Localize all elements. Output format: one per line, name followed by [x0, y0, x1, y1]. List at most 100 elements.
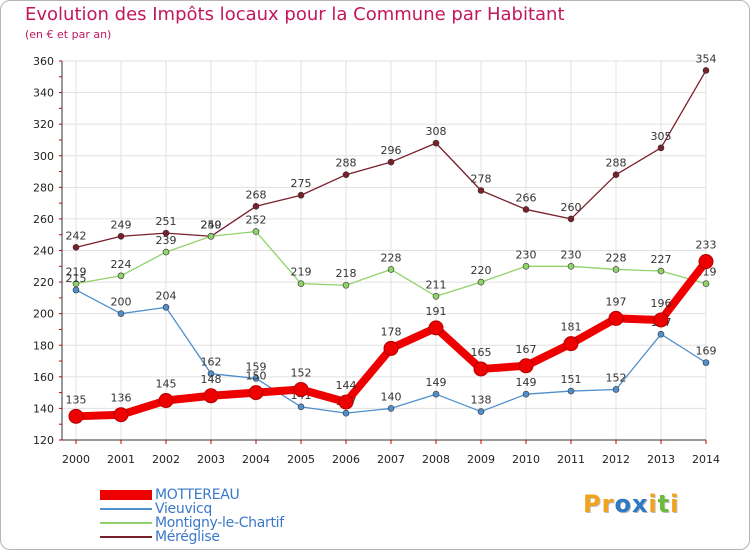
chart-subtitle: (en € et par an)	[25, 28, 112, 41]
x-tick-label: 2007	[377, 453, 405, 466]
data-label-mottereau: 167	[516, 343, 537, 356]
x-tick-label: 2005	[287, 453, 315, 466]
data-label-mottereau: 181	[561, 321, 582, 334]
data-label-mottereau: 197	[606, 295, 627, 308]
data-label-montigny-le-chartif: 220	[471, 264, 492, 277]
data-label-montigny-le-chartif: 250	[201, 218, 222, 231]
data-label-mottereau: 152	[291, 366, 312, 379]
data-label-vieuvicq: 138	[471, 394, 492, 407]
data-point-mottereau	[653, 312, 669, 328]
data-label-mottereau: 196	[651, 297, 672, 310]
logo-letter: x	[631, 490, 649, 518]
data-label-montigny-le-chartif: 219	[291, 266, 312, 279]
data-label-mereglise: 278	[471, 172, 492, 185]
data-label-mereglise: 275	[291, 177, 312, 190]
logo-letter: o	[614, 490, 632, 518]
data-point-montigny-le-chartif	[522, 262, 530, 270]
x-tick-label: 2003	[197, 453, 225, 466]
x-tick-label: 2013	[647, 453, 675, 466]
y-tick-label: 300	[33, 150, 54, 163]
data-point-mereglise	[297, 191, 305, 199]
y-tick-label: 160	[33, 371, 54, 384]
data-label-mereglise: 288	[606, 157, 627, 170]
legend-item-mereglise: Méréglise	[100, 529, 220, 545]
data-label-mottereau: 191	[426, 305, 447, 318]
data-label-mottereau: 144	[336, 379, 357, 392]
data-point-mereglise	[72, 244, 80, 251]
data-label-montigny-le-chartif: 218	[336, 267, 357, 280]
data-point-mottereau	[563, 336, 579, 352]
data-point-mereglise	[342, 171, 350, 178]
data-point-mottereau	[608, 310, 624, 326]
data-label-mottereau: 148	[201, 373, 222, 386]
data-point-montigny-le-chartif	[702, 280, 710, 287]
y-tick-label: 260	[33, 213, 54, 226]
data-point-vieuvicq	[297, 403, 305, 411]
data-point-mereglise	[162, 229, 170, 237]
data-label-montigny-le-chartif: 252	[246, 214, 267, 227]
data-point-vieuvicq	[117, 310, 125, 317]
legend-item-montigny: Montigny-le-Chartif	[100, 515, 284, 531]
data-point-montigny-le-chartif	[162, 248, 170, 256]
data-point-mottereau	[428, 320, 444, 336]
logo-letter: P	[583, 490, 602, 518]
data-label-mereglise: 260	[561, 201, 582, 214]
legend-label-mereglise: Méréglise	[155, 529, 220, 545]
data-label-montigny-le-chartif: 230	[561, 248, 582, 261]
data-point-montigny-le-chartif	[117, 272, 125, 280]
data-label-montigny-le-chartif: 219	[66, 266, 87, 279]
y-tick-label: 180	[33, 339, 54, 352]
data-point-mottereau	[338, 394, 354, 410]
data-label-mottereau: 136	[111, 392, 132, 405]
data-label-montigny-le-chartif: 239	[156, 234, 177, 247]
y-tick-label: 200	[33, 308, 54, 321]
y-tick-label: 220	[33, 276, 54, 289]
data-label-mottereau: 178	[381, 325, 402, 338]
chart-title: Evolution des Impôts locaux pour la Comm…	[25, 4, 565, 25]
data-label-mereglise: 249	[201, 218, 222, 231]
data-point-mottereau	[248, 385, 264, 401]
data-point-mereglise	[477, 187, 485, 194]
data-point-montigny-le-chartif	[297, 280, 305, 287]
data-point-vieuvicq	[72, 286, 80, 294]
data-label-vieuvicq: 151	[561, 373, 582, 386]
data-point-mottereau	[293, 381, 309, 397]
legend-swatch-montigny	[100, 522, 152, 524]
data-point-vieuvicq	[612, 386, 620, 393]
x-tick-label: 2012	[602, 453, 630, 466]
x-tick-label: 2009	[467, 453, 495, 466]
y-tick-label: 240	[33, 245, 54, 258]
data-label-montigny-le-chartif: 224	[111, 258, 132, 271]
data-label-mottereau: 135	[66, 393, 87, 406]
legend-label-mottereau: MOTTEREAU	[155, 487, 240, 503]
data-point-mereglise	[522, 206, 530, 213]
y-tick-label: 320	[33, 118, 54, 131]
y-tick-label: 120	[33, 434, 54, 447]
x-tick-label: 2001	[107, 453, 135, 466]
logo-letter: i	[670, 490, 680, 518]
logo-letter: t	[657, 490, 671, 518]
y-tick-label: 140	[33, 402, 54, 415]
data-point-vieuvicq	[387, 405, 395, 412]
data-point-mereglise	[387, 158, 395, 166]
data-point-mottereau	[113, 407, 129, 423]
data-label-montigny-le-chartif: 228	[606, 251, 627, 264]
data-point-mereglise	[612, 171, 620, 178]
data-label-mereglise: 266	[516, 191, 537, 204]
x-tick-label: 2008	[422, 453, 450, 466]
data-label-mottereau: 165	[471, 346, 492, 359]
logo-letter: r	[601, 490, 615, 518]
data-label-mereglise: 354	[696, 52, 717, 65]
data-point-mereglise	[657, 144, 665, 152]
y-tick-label: 360	[33, 55, 54, 68]
data-label-vieuvicq: 169	[696, 345, 717, 358]
data-point-montigny-le-chartif	[567, 262, 575, 270]
data-label-mereglise: 268	[246, 188, 267, 201]
legend-label-vieuvicq: Vieuvicq	[155, 501, 213, 517]
data-point-vieuvicq	[207, 370, 215, 377]
data-point-mottereau	[383, 340, 399, 356]
x-tick-label: 2004	[242, 453, 270, 466]
y-tick-label: 280	[33, 181, 54, 194]
data-label-vieuvicq: 159	[246, 360, 267, 373]
